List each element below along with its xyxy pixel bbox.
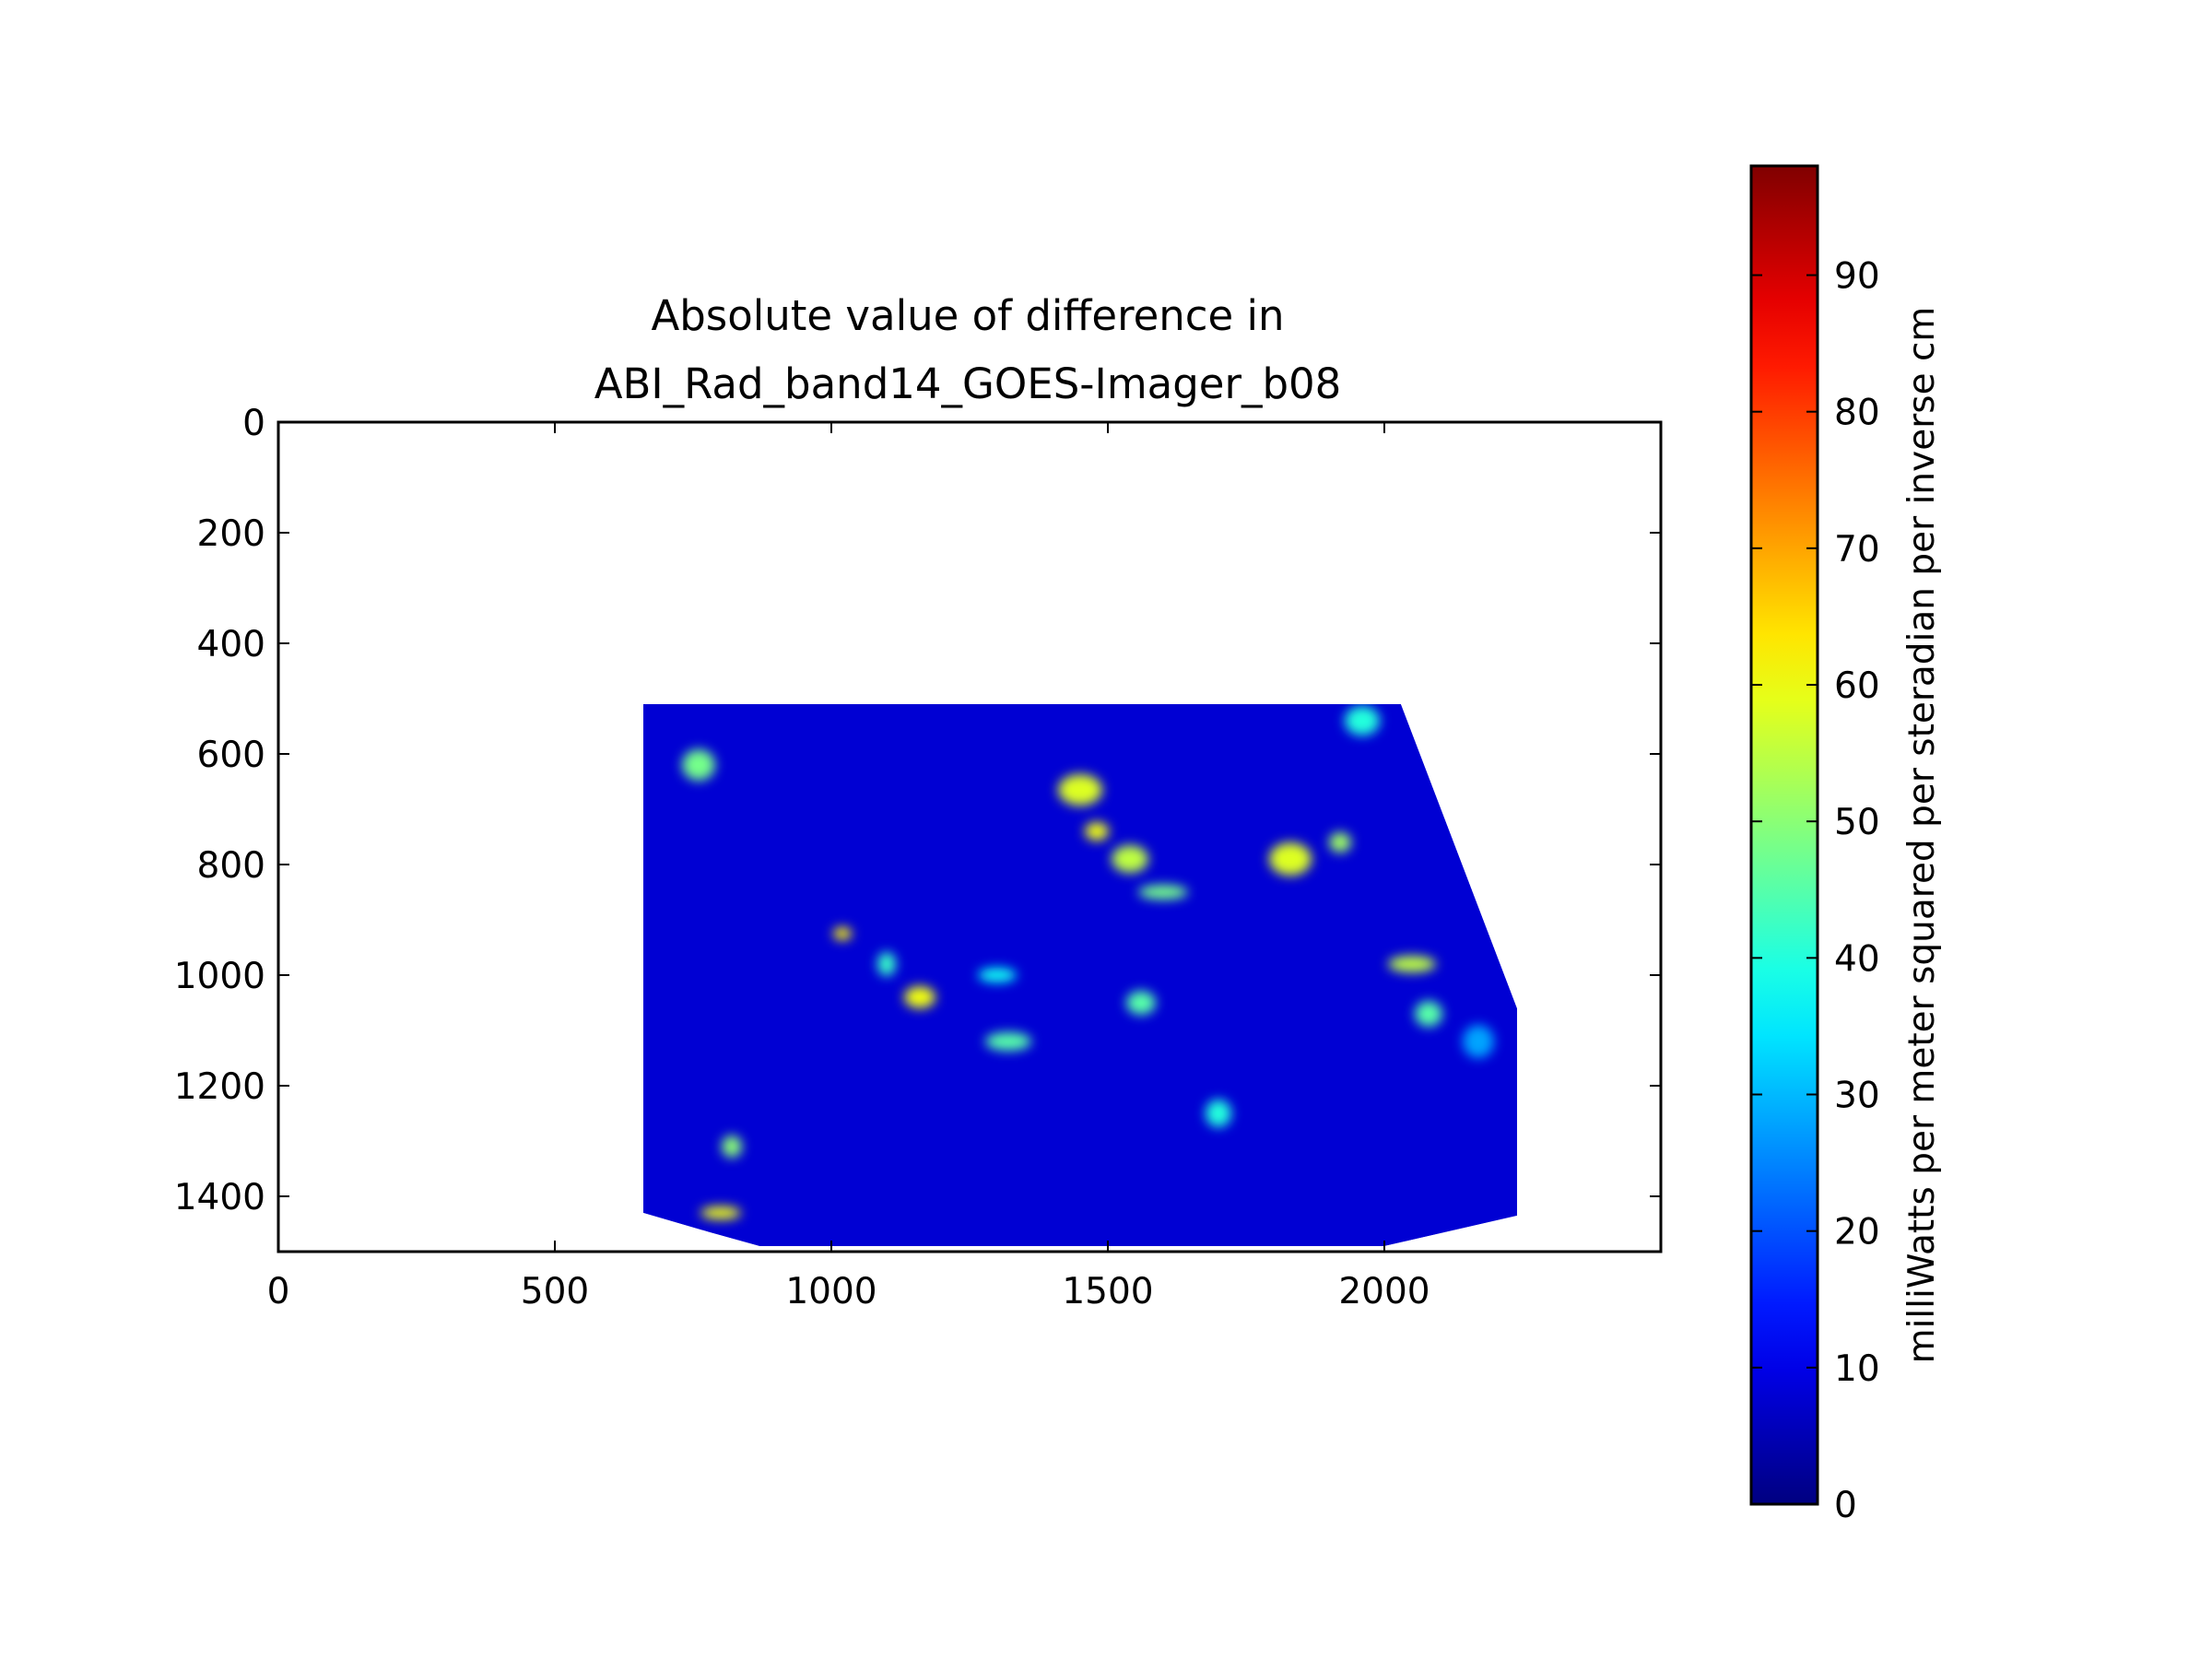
heatmap-feature xyxy=(682,749,715,781)
plot-frame xyxy=(276,420,1663,1253)
heatmap-feature xyxy=(833,927,852,940)
heatmap-feature xyxy=(1415,1001,1442,1027)
heatmap-feature xyxy=(1126,991,1156,1015)
heatmap-feature xyxy=(877,952,896,976)
colorbar-label: milliWatts per meter squared per steradi… xyxy=(1901,307,1943,1364)
heatmap-features xyxy=(682,706,1494,1219)
x-tick-label: 500 xyxy=(521,1271,589,1312)
heatmap-background xyxy=(643,704,1517,1246)
heatmap-feature xyxy=(1085,822,1109,841)
colorbar-tick-label: 20 xyxy=(1834,1212,1880,1253)
x-tick-label: 0 xyxy=(267,1271,290,1312)
heatmap-feature xyxy=(1138,885,1188,900)
y-tick-label: 200 xyxy=(197,513,265,555)
y-tick-label: 1000 xyxy=(174,956,265,997)
y-axis: 0 200 400 600 800 1000 1200 1400 xyxy=(174,403,1661,1218)
x-tick-label: 1000 xyxy=(785,1271,877,1312)
heatmap-feature xyxy=(1329,832,1351,853)
y-tick-label: 400 xyxy=(197,624,265,665)
x-axis: 0 500 1000 1500 2000 xyxy=(267,422,1430,1312)
colorbar-tick-label: 90 xyxy=(1834,256,1880,298)
heatmap-feature xyxy=(722,1135,742,1158)
heatmap-feature xyxy=(1112,845,1148,873)
colorbar-tick-label: 10 xyxy=(1834,1348,1880,1390)
colorbar-tick-label: 60 xyxy=(1834,665,1880,707)
y-tick-label: 1200 xyxy=(174,1066,265,1108)
colorbar-tick-label: 50 xyxy=(1834,802,1880,843)
y-tick-label: 1400 xyxy=(174,1177,265,1218)
heatmap-feature xyxy=(1388,956,1436,972)
x-tick-label: 2000 xyxy=(1338,1271,1430,1312)
plot-area: 0 500 1000 1500 2000 0 200 400 600 800 1000 1200 14… xyxy=(174,403,1663,1312)
colorbar-tick-label: 30 xyxy=(1834,1076,1880,1117)
heatmap-feature xyxy=(985,1032,1031,1051)
chart-title-line-2: ABI_Rad_band14_GOES-Imager_b08 xyxy=(594,359,1342,408)
y-tick-label: 800 xyxy=(197,845,265,887)
y-tick-label: 0 xyxy=(242,403,265,444)
heatmap-feature xyxy=(1206,1100,1231,1127)
colorbar-tick-label: 80 xyxy=(1834,393,1880,434)
colorbar: 0 10 20 30 40 50 60 70 80 90 milliWatts per meter… xyxy=(1749,164,1943,1526)
heatmap-feature xyxy=(1463,1025,1494,1058)
heatmap-feature xyxy=(1345,706,1380,735)
heatmap-image xyxy=(643,704,1517,1246)
x-tick-label: 1500 xyxy=(1062,1271,1153,1312)
heatmap-feature xyxy=(978,968,1017,982)
chart-title-line-1: Absolute value of difference in xyxy=(651,291,1284,340)
colorbar-tick-label: 0 xyxy=(1834,1485,1857,1526)
colorbar-tick-label: 40 xyxy=(1834,938,1880,980)
colorbar-tick-label: 70 xyxy=(1834,529,1880,571)
heatmap-feature xyxy=(1269,842,1312,876)
heatmap-feature xyxy=(1058,774,1102,806)
colorbar-ticks: 0 10 20 30 40 50 60 70 80 90 xyxy=(1751,256,1880,1526)
heatmap-feature xyxy=(904,986,935,1008)
heatmap-feature xyxy=(700,1206,741,1219)
colorbar-gradient xyxy=(1749,164,1819,1506)
y-tick-label: 600 xyxy=(197,735,265,776)
